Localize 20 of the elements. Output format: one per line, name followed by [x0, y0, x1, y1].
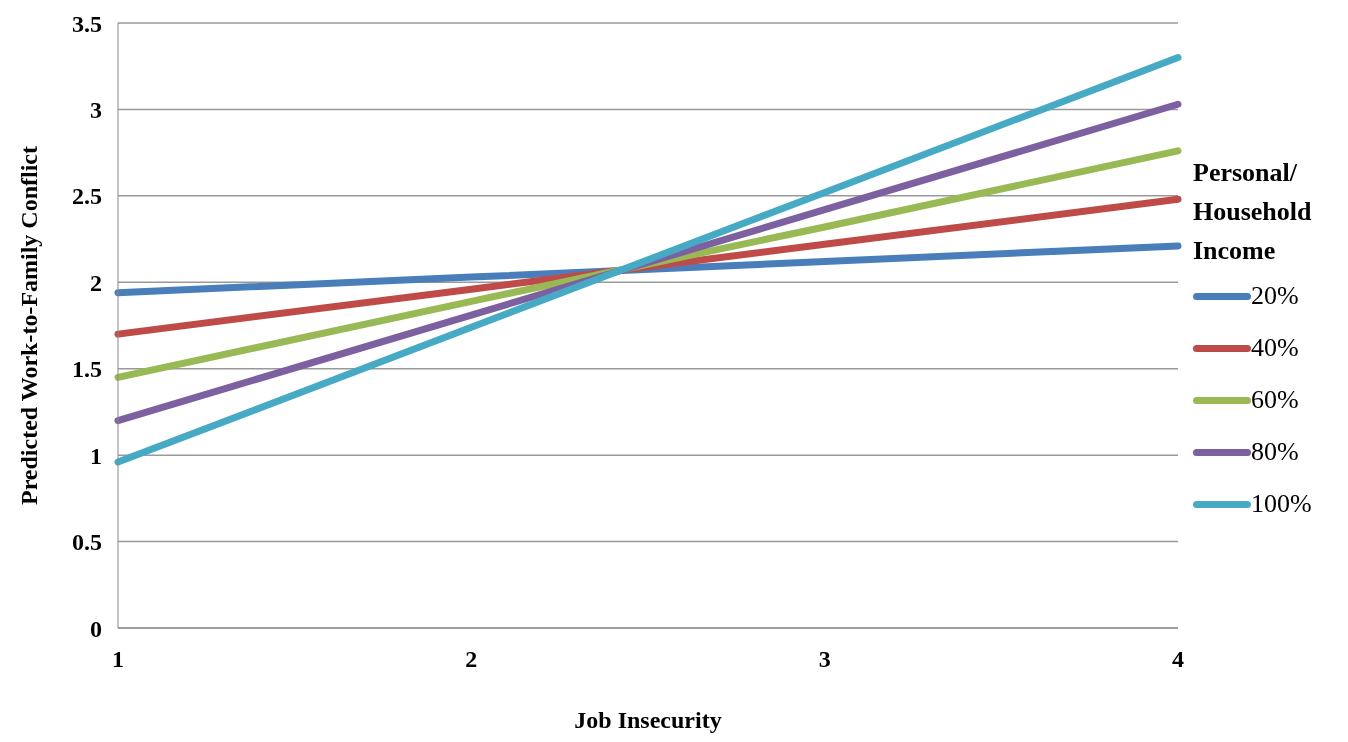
y-axis-title: Predicted Work-to-Family Conflict [15, 145, 42, 506]
legend-title: Personal/ Household Income [1193, 157, 1313, 267]
y-tick-label: 2 [90, 269, 102, 296]
legend-label: 60% [1251, 385, 1299, 415]
legend-label: 80% [1251, 437, 1299, 467]
x-tick-label: 1 [112, 646, 124, 673]
x-tick-label: 4 [1172, 646, 1184, 673]
x-tick-label: 2 [465, 646, 478, 673]
y-tick-label: 3.5 [72, 10, 102, 37]
y-tick-label: 1 [90, 442, 102, 469]
y-tick-label: 0 [90, 615, 102, 642]
y-tick-label: 2.5 [72, 183, 102, 210]
x-axis-title: Job Insecurity [574, 707, 722, 733]
legend-label: 100% [1251, 489, 1312, 519]
y-tick-label: 0.5 [72, 529, 102, 556]
x-tick-label: 3 [818, 646, 831, 673]
legend-label: 40% [1251, 333, 1299, 363]
y-tick-label: 1.5 [72, 356, 102, 383]
legend-label: 20% [1251, 281, 1299, 311]
y-tick-label: 3 [90, 96, 102, 123]
